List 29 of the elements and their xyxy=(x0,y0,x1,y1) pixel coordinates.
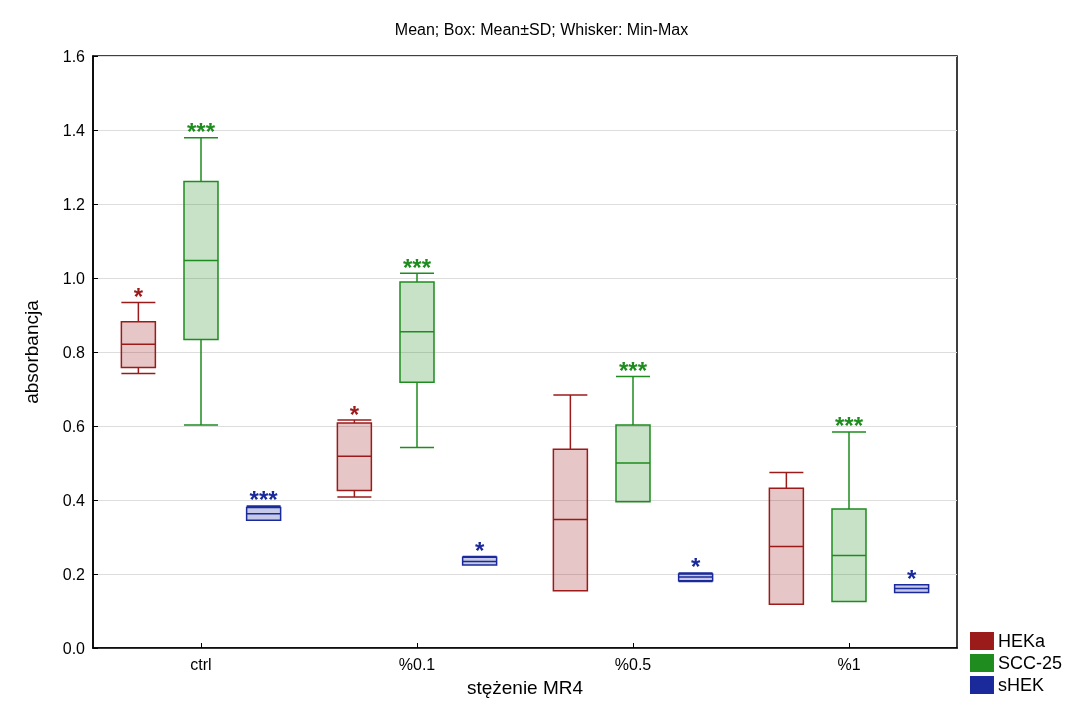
y-tick-label: 0.4 xyxy=(62,491,86,509)
y-tick-label: 1.0 xyxy=(62,269,86,287)
text: *** xyxy=(186,118,216,146)
text: * xyxy=(474,537,485,565)
legend-label: SCC-25 xyxy=(997,653,1063,673)
legend-label: HEKa xyxy=(997,631,1046,651)
y-tick-label: 1.2 xyxy=(62,195,86,213)
chart-title: Mean; Box: Mean±SD; Whisker: Min-Max xyxy=(394,20,689,38)
text: * xyxy=(690,553,701,581)
text: * xyxy=(133,282,144,310)
text: *** xyxy=(618,356,648,384)
x-axis-title: stężenie MR4 xyxy=(466,677,584,698)
y-tick-label: 0.6 xyxy=(62,417,86,435)
y-axis-title: absorbancja xyxy=(21,299,42,404)
text: * xyxy=(349,400,360,428)
y-tick-label: 0.2 xyxy=(62,565,86,583)
x-tick-label: ctrl xyxy=(190,655,212,673)
text: *** xyxy=(402,253,432,281)
y-tick-label: 0.0 xyxy=(62,639,86,657)
y-tick-label: 0.8 xyxy=(62,343,86,361)
text: * xyxy=(906,565,917,593)
y-tick-label: 1.4 xyxy=(62,121,86,139)
y-tick-label: 1.6 xyxy=(62,47,86,65)
text: *** xyxy=(834,412,864,440)
x-tick-label: %0.1 xyxy=(398,655,436,673)
x-tick-label: %1 xyxy=(837,655,861,673)
text: *** xyxy=(249,486,278,514)
x-tick-label: %0.5 xyxy=(614,655,652,673)
legend-label: sHEK xyxy=(997,675,1044,695)
